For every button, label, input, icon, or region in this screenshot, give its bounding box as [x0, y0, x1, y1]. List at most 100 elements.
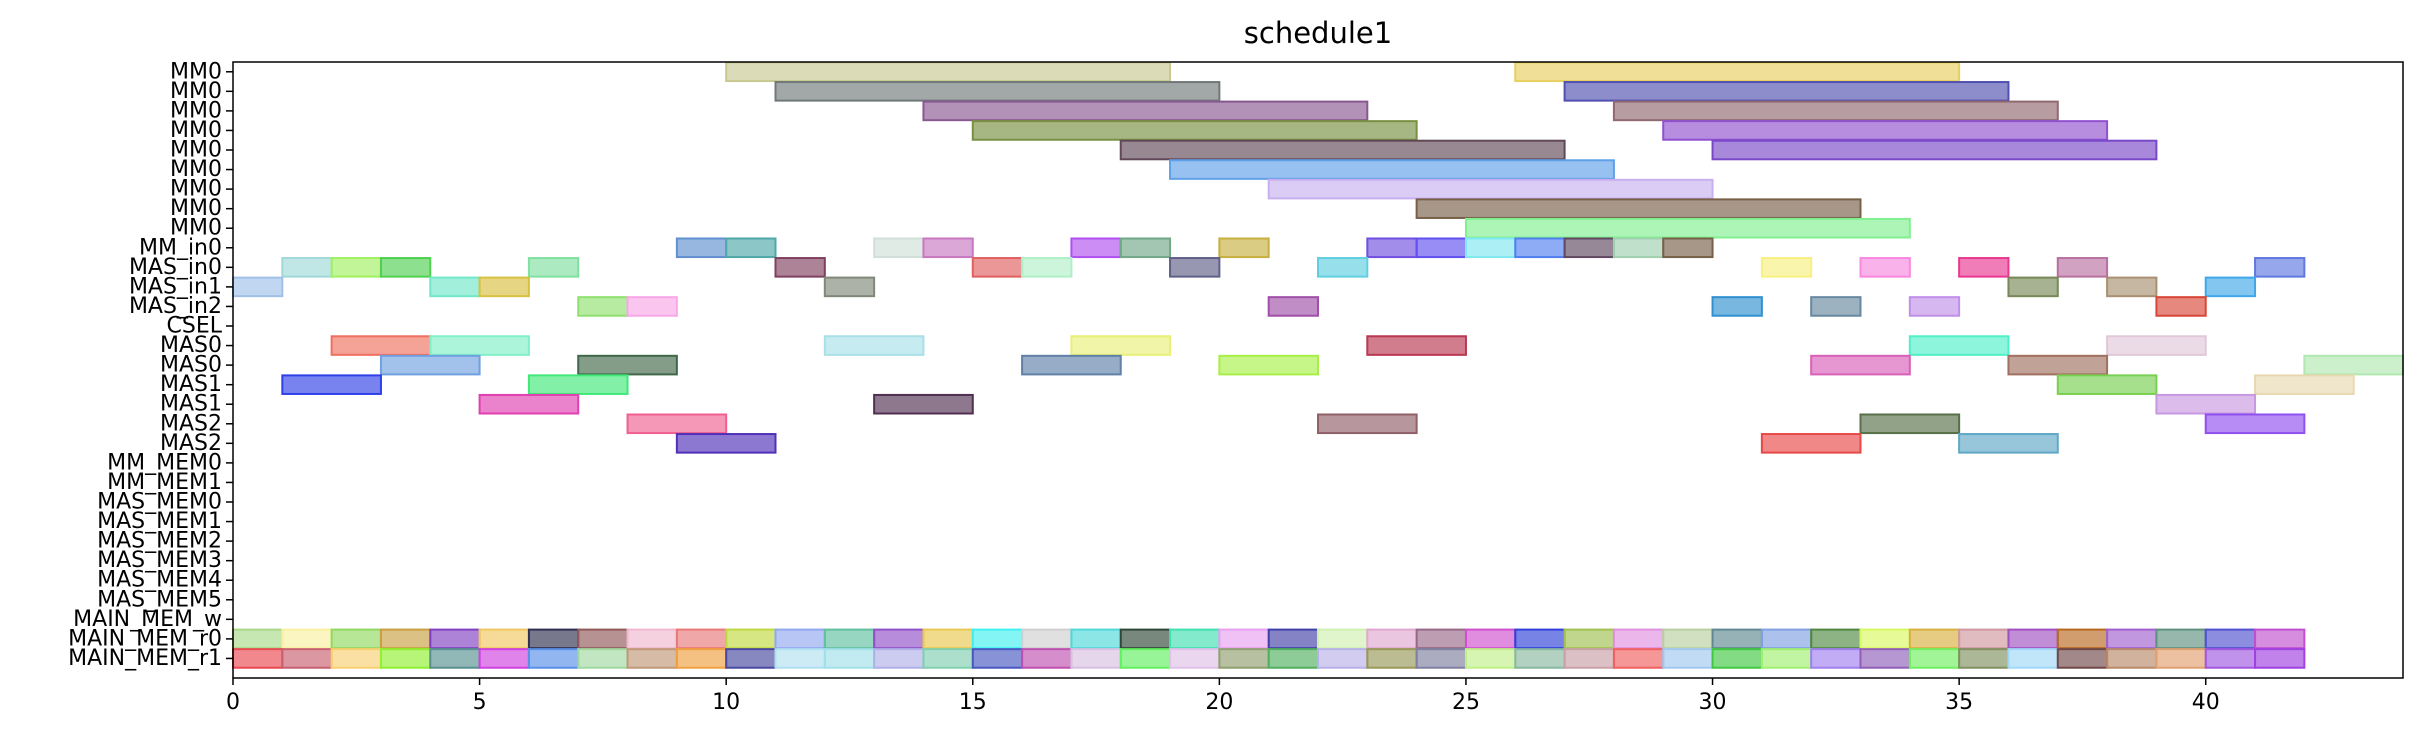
task-bar — [478, 276, 530, 298]
task-bar-main-mem-r0 — [2106, 628, 2158, 650]
task-bar — [971, 120, 1418, 141]
task-bar-main-mem-r1 — [1415, 648, 1467, 669]
task-bar-main-mem-r1 — [1711, 648, 1763, 669]
task-bar-main-mem-r0 — [1760, 628, 1813, 650]
task-bar — [1366, 237, 1418, 259]
task-bar — [1267, 296, 1319, 317]
task-bar-main-mem-r0 — [873, 628, 925, 650]
y-tick-label: MAS0 — [160, 333, 222, 358]
task-bar-main-mem-r0 — [823, 628, 876, 650]
task-bar-main-mem-r0 — [1908, 628, 1961, 650]
task-bar — [1514, 61, 1961, 83]
task-bar-main-mem-r0 — [379, 628, 432, 650]
task-bar — [1612, 237, 1665, 259]
y-tick-label: MAS1 — [160, 392, 222, 417]
task-bar-main-mem-r0 — [232, 628, 284, 650]
y-tick-label: MM0 — [170, 177, 222, 202]
y-tick-label: MM0 — [170, 98, 222, 123]
x-tick-label: 15 — [959, 690, 987, 715]
task-bar-main-mem-r1 — [1021, 648, 1073, 669]
task-bar-main-mem-r0 — [2155, 628, 2207, 650]
task-bar — [873, 237, 925, 259]
task-bar-main-mem-r0 — [922, 628, 974, 650]
task-bar — [232, 276, 284, 298]
task-bar-main-mem-r1 — [1908, 648, 1961, 669]
task-bar — [1563, 81, 2010, 102]
task-bar-main-mem-r0 — [1267, 628, 1319, 650]
task-bar — [2056, 257, 2109, 278]
task-bar — [725, 237, 777, 259]
task-bar-main-mem-r1 — [1169, 648, 1221, 669]
task-bar-main-mem-r0 — [1958, 628, 2010, 650]
task-bar-main-mem-r0 — [675, 628, 728, 650]
task-bar-main-mem-r0 — [1563, 628, 1615, 650]
x-tick-label: 0 — [226, 690, 240, 715]
y-tick-label: MM0 — [170, 118, 222, 143]
task-bar — [330, 257, 382, 278]
task-bar-main-mem-r1 — [1612, 648, 1665, 669]
task-bar-main-mem-r0 — [330, 628, 382, 650]
task-bar — [379, 257, 432, 278]
task-bar — [1810, 354, 1911, 376]
task-bar-main-mem-r1 — [1662, 648, 1714, 669]
task-bar-main-mem-r0 — [1810, 628, 1862, 650]
task-bar — [1859, 413, 1961, 435]
task-bar — [675, 433, 777, 454]
task-bar-main-mem-r1 — [1464, 648, 1517, 669]
y-tick-label: MAS_MEM1 — [97, 509, 222, 534]
task-bar-main-mem-r0 — [1218, 628, 1270, 650]
task-bar — [527, 257, 580, 278]
task-bar — [2303, 354, 2404, 376]
task-bar-main-mem-r1 — [675, 648, 728, 669]
task-bar-main-mem-r1 — [2007, 648, 2059, 669]
task-bar-main-mem-r1 — [1514, 648, 1566, 669]
task-bar — [922, 237, 974, 259]
task-bar-main-mem-r1 — [232, 648, 284, 669]
task-bar-main-mem-r1 — [1859, 648, 1911, 669]
task-bar-main-mem-r1 — [626, 648, 678, 669]
task-bar-main-mem-r0 — [1464, 628, 1517, 650]
task-bar-main-mem-r1 — [2204, 648, 2257, 669]
task-bar-main-mem-r0 — [478, 628, 530, 650]
y-tick-label: MAS0 — [160, 353, 222, 378]
task-bar-main-mem-r1 — [1810, 648, 1862, 669]
task-bar-main-mem-r0 — [725, 628, 777, 650]
task-bar-main-mem-r1 — [1958, 648, 2010, 669]
y-tick-label: MM0 — [170, 79, 222, 104]
task-bar — [1711, 139, 2158, 161]
y-tick-label: MAIN_MEM_r0 — [68, 626, 222, 651]
task-bar-main-mem-r1 — [281, 648, 333, 669]
task-bar — [281, 374, 382, 395]
task-bar-main-mem-r1 — [873, 648, 925, 669]
task-bar-main-mem-r1 — [2106, 648, 2158, 669]
y-tick-label: MAIN_MEM_r1 — [68, 646, 222, 671]
y-tick-label: MAS_MEM3 — [97, 548, 222, 573]
task-bar — [2155, 296, 2207, 317]
task-bar-main-mem-r1 — [774, 648, 826, 669]
task-bar-main-mem-r0 — [1366, 628, 1418, 650]
task-bar — [1612, 100, 2059, 122]
task-bar — [577, 354, 678, 376]
task-bar — [725, 61, 1172, 83]
task-bar — [823, 276, 876, 298]
task-bar — [971, 257, 1024, 278]
task-bar — [1366, 335, 1467, 356]
task-bar — [1070, 237, 1122, 259]
y-tick-label: MM0 — [170, 138, 222, 163]
task-bar-main-mem-r0 — [2254, 628, 2306, 650]
task-bar — [675, 237, 728, 259]
task-bar — [1218, 354, 1320, 376]
plot-frame — [232, 61, 2404, 679]
y-tick-label: CSEL — [167, 314, 223, 339]
task-bar — [527, 374, 629, 395]
task-bar — [1464, 217, 1911, 239]
task-bar — [1662, 120, 2109, 141]
task-bar-main-mem-r0 — [1711, 628, 1763, 650]
task-bar — [1317, 257, 1369, 278]
task-bar — [1958, 257, 2010, 278]
x-tick-label: 40 — [2192, 690, 2220, 715]
task-bar — [1958, 433, 2059, 454]
task-bar — [2254, 257, 2306, 278]
task-bar — [429, 276, 481, 298]
